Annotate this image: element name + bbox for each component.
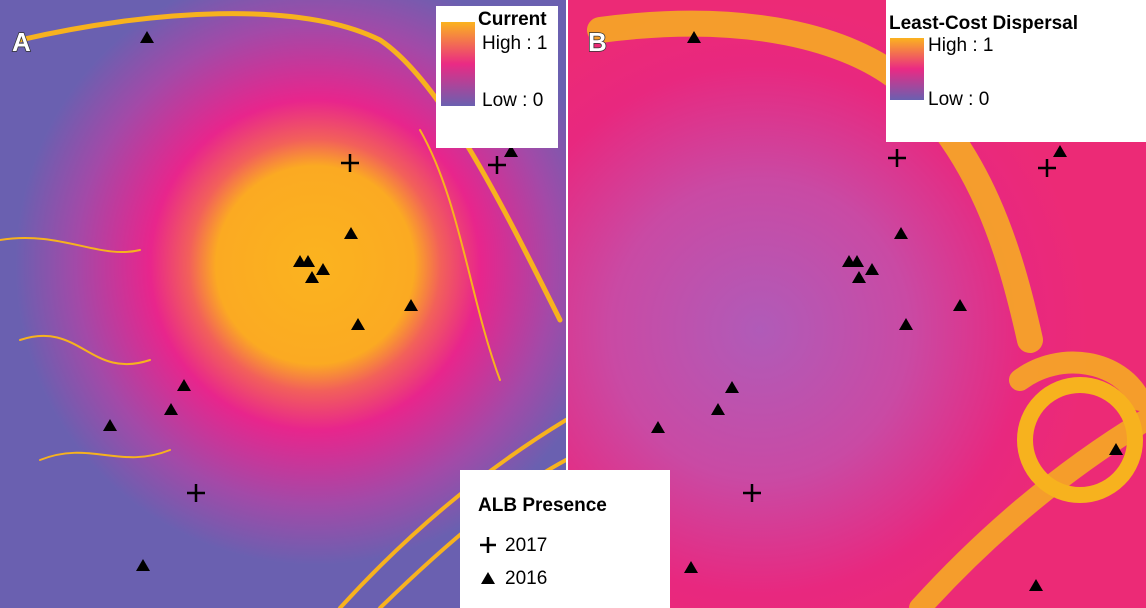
legend-high: High : 1 bbox=[928, 35, 993, 56]
figure: A B Current High : 1 Low : 0 Least-Cost … bbox=[0, 0, 1146, 608]
color-ramp bbox=[441, 22, 475, 106]
legend-title: ALB Presence bbox=[478, 495, 607, 516]
legend-item: 2017 bbox=[505, 535, 547, 556]
legend-title: Current bbox=[478, 9, 547, 30]
legend-low: Low : 0 bbox=[482, 90, 543, 111]
panel-label: A bbox=[12, 27, 31, 57]
legend-b: Least-Cost Dispersal High : 1 Low : 0 bbox=[886, 0, 1146, 142]
legend-item: 2016 bbox=[505, 568, 547, 589]
legend-low: Low : 0 bbox=[928, 89, 989, 110]
legend-box bbox=[460, 470, 670, 608]
color-ramp bbox=[890, 38, 924, 100]
panel-label: B bbox=[588, 27, 607, 57]
legend-title: Least-Cost Dispersal bbox=[889, 13, 1078, 34]
presence-legend: ALB Presence 2017 2016 bbox=[460, 470, 670, 608]
legend-high: High : 1 bbox=[482, 33, 547, 54]
legend-a: Current High : 1 Low : 0 bbox=[436, 6, 558, 148]
